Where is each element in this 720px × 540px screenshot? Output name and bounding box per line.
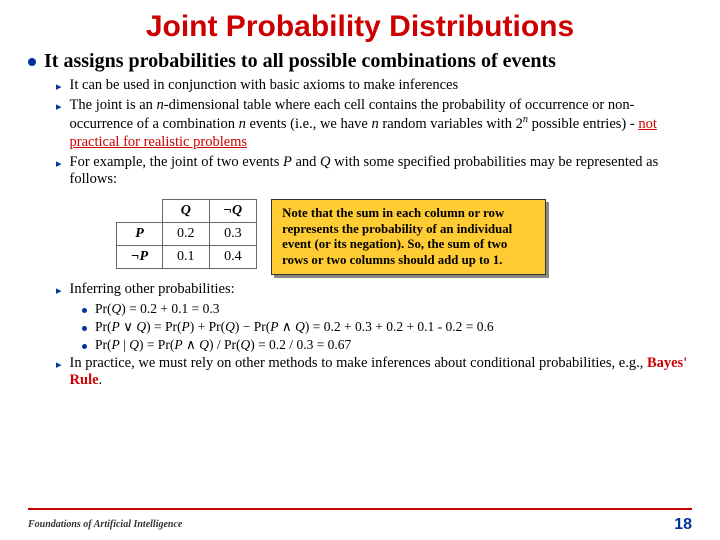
sub-bullet-3-text: For example, the joint of two events P a… — [70, 154, 692, 189]
note-box: Note that the sum in each column or row … — [271, 199, 546, 275]
table-corner — [117, 199, 163, 222]
bullet-dot-icon — [28, 58, 36, 66]
arrow-icon: ▸ — [56, 80, 62, 93]
sub-bullet-2-text: The joint is an n-dimensional table wher… — [70, 97, 692, 152]
sub-bullet-1: ▸ It can be used in conjunction with bas… — [56, 77, 692, 95]
main-bullet: It assigns probabilities to all possible… — [28, 50, 692, 73]
sub-bullet-4-text: Inferring other probabilities: — [70, 281, 235, 299]
bullet-dot-icon — [82, 326, 87, 331]
table-note-row: Q ¬Q P 0.2 0.3 ¬P 0.1 0.4 Note that the … — [116, 199, 692, 275]
cell-np-q: 0.1 — [163, 245, 210, 268]
col-header-q: Q — [163, 199, 210, 222]
sub-bullet-3: ▸ For example, the joint of two events P… — [56, 154, 692, 189]
prob-example-2: Pr(P ∨ Q) = Pr(P) + Pr(Q) − Pr(P ∧ Q) = … — [82, 319, 692, 336]
col-header-not-q: ¬Q — [209, 199, 257, 222]
prob-1-text: Pr(Q) = 0.2 + 0.1 = 0.3 — [95, 301, 219, 318]
bullet-dot-icon — [82, 344, 87, 349]
cell-p-q: 0.2 — [163, 222, 210, 245]
footer-text: Foundations of Artificial Intelligence — [28, 519, 182, 530]
page-number: 18 — [674, 516, 692, 534]
sub-bullet-1-text: It can be used in conjunction with basic… — [70, 77, 459, 95]
slide: Joint Probability Distributions It assig… — [0, 0, 720, 540]
main-bullet-text: It assigns probabilities to all possible… — [44, 50, 556, 73]
arrow-icon: ▸ — [56, 284, 62, 297]
bullet-dot-icon — [82, 308, 87, 313]
sub-bullet-5-text: In practice, we must rely on other metho… — [70, 355, 692, 390]
joint-probability-table: Q ¬Q P 0.2 0.3 ¬P 0.1 0.4 — [116, 199, 257, 269]
cell-np-nq: 0.4 — [209, 245, 257, 268]
sub-bullet-4: ▸ Inferring other probabilities: — [56, 281, 692, 299]
row-header-not-p: ¬P — [117, 245, 163, 268]
divider — [28, 508, 692, 510]
sub-bullet-2: ▸ The joint is an n-dimensional table wh… — [56, 97, 692, 152]
arrow-icon: ▸ — [56, 358, 62, 371]
sub-bullet-5: ▸ In practice, we must rely on other met… — [56, 355, 692, 390]
prob-2-text: Pr(P ∨ Q) = Pr(P) + Pr(Q) − Pr(P ∧ Q) = … — [95, 319, 494, 336]
cell-p-nq: 0.3 — [209, 222, 257, 245]
sub-bullet-list: ▸ It can be used in conjunction with bas… — [56, 77, 692, 390]
probability-examples: Pr(Q) = 0.2 + 0.1 = 0.3 Pr(P ∨ Q) = Pr(P… — [82, 301, 692, 354]
prob-3-text: Pr(P | Q) = Pr(P ∧ Q) / Pr(Q) = 0.2 / 0.… — [95, 337, 351, 354]
row-header-p: P — [117, 222, 163, 245]
arrow-icon: ▸ — [56, 100, 62, 113]
slide-title: Joint Probability Distributions — [28, 10, 692, 44]
prob-example-3: Pr(P | Q) = Pr(P ∧ Q) / Pr(Q) = 0.2 / 0.… — [82, 337, 692, 354]
note-text: Note that the sum in each column or row … — [282, 206, 535, 268]
arrow-icon: ▸ — [56, 157, 62, 170]
prob-example-1: Pr(Q) = 0.2 + 0.1 = 0.3 — [82, 301, 692, 318]
